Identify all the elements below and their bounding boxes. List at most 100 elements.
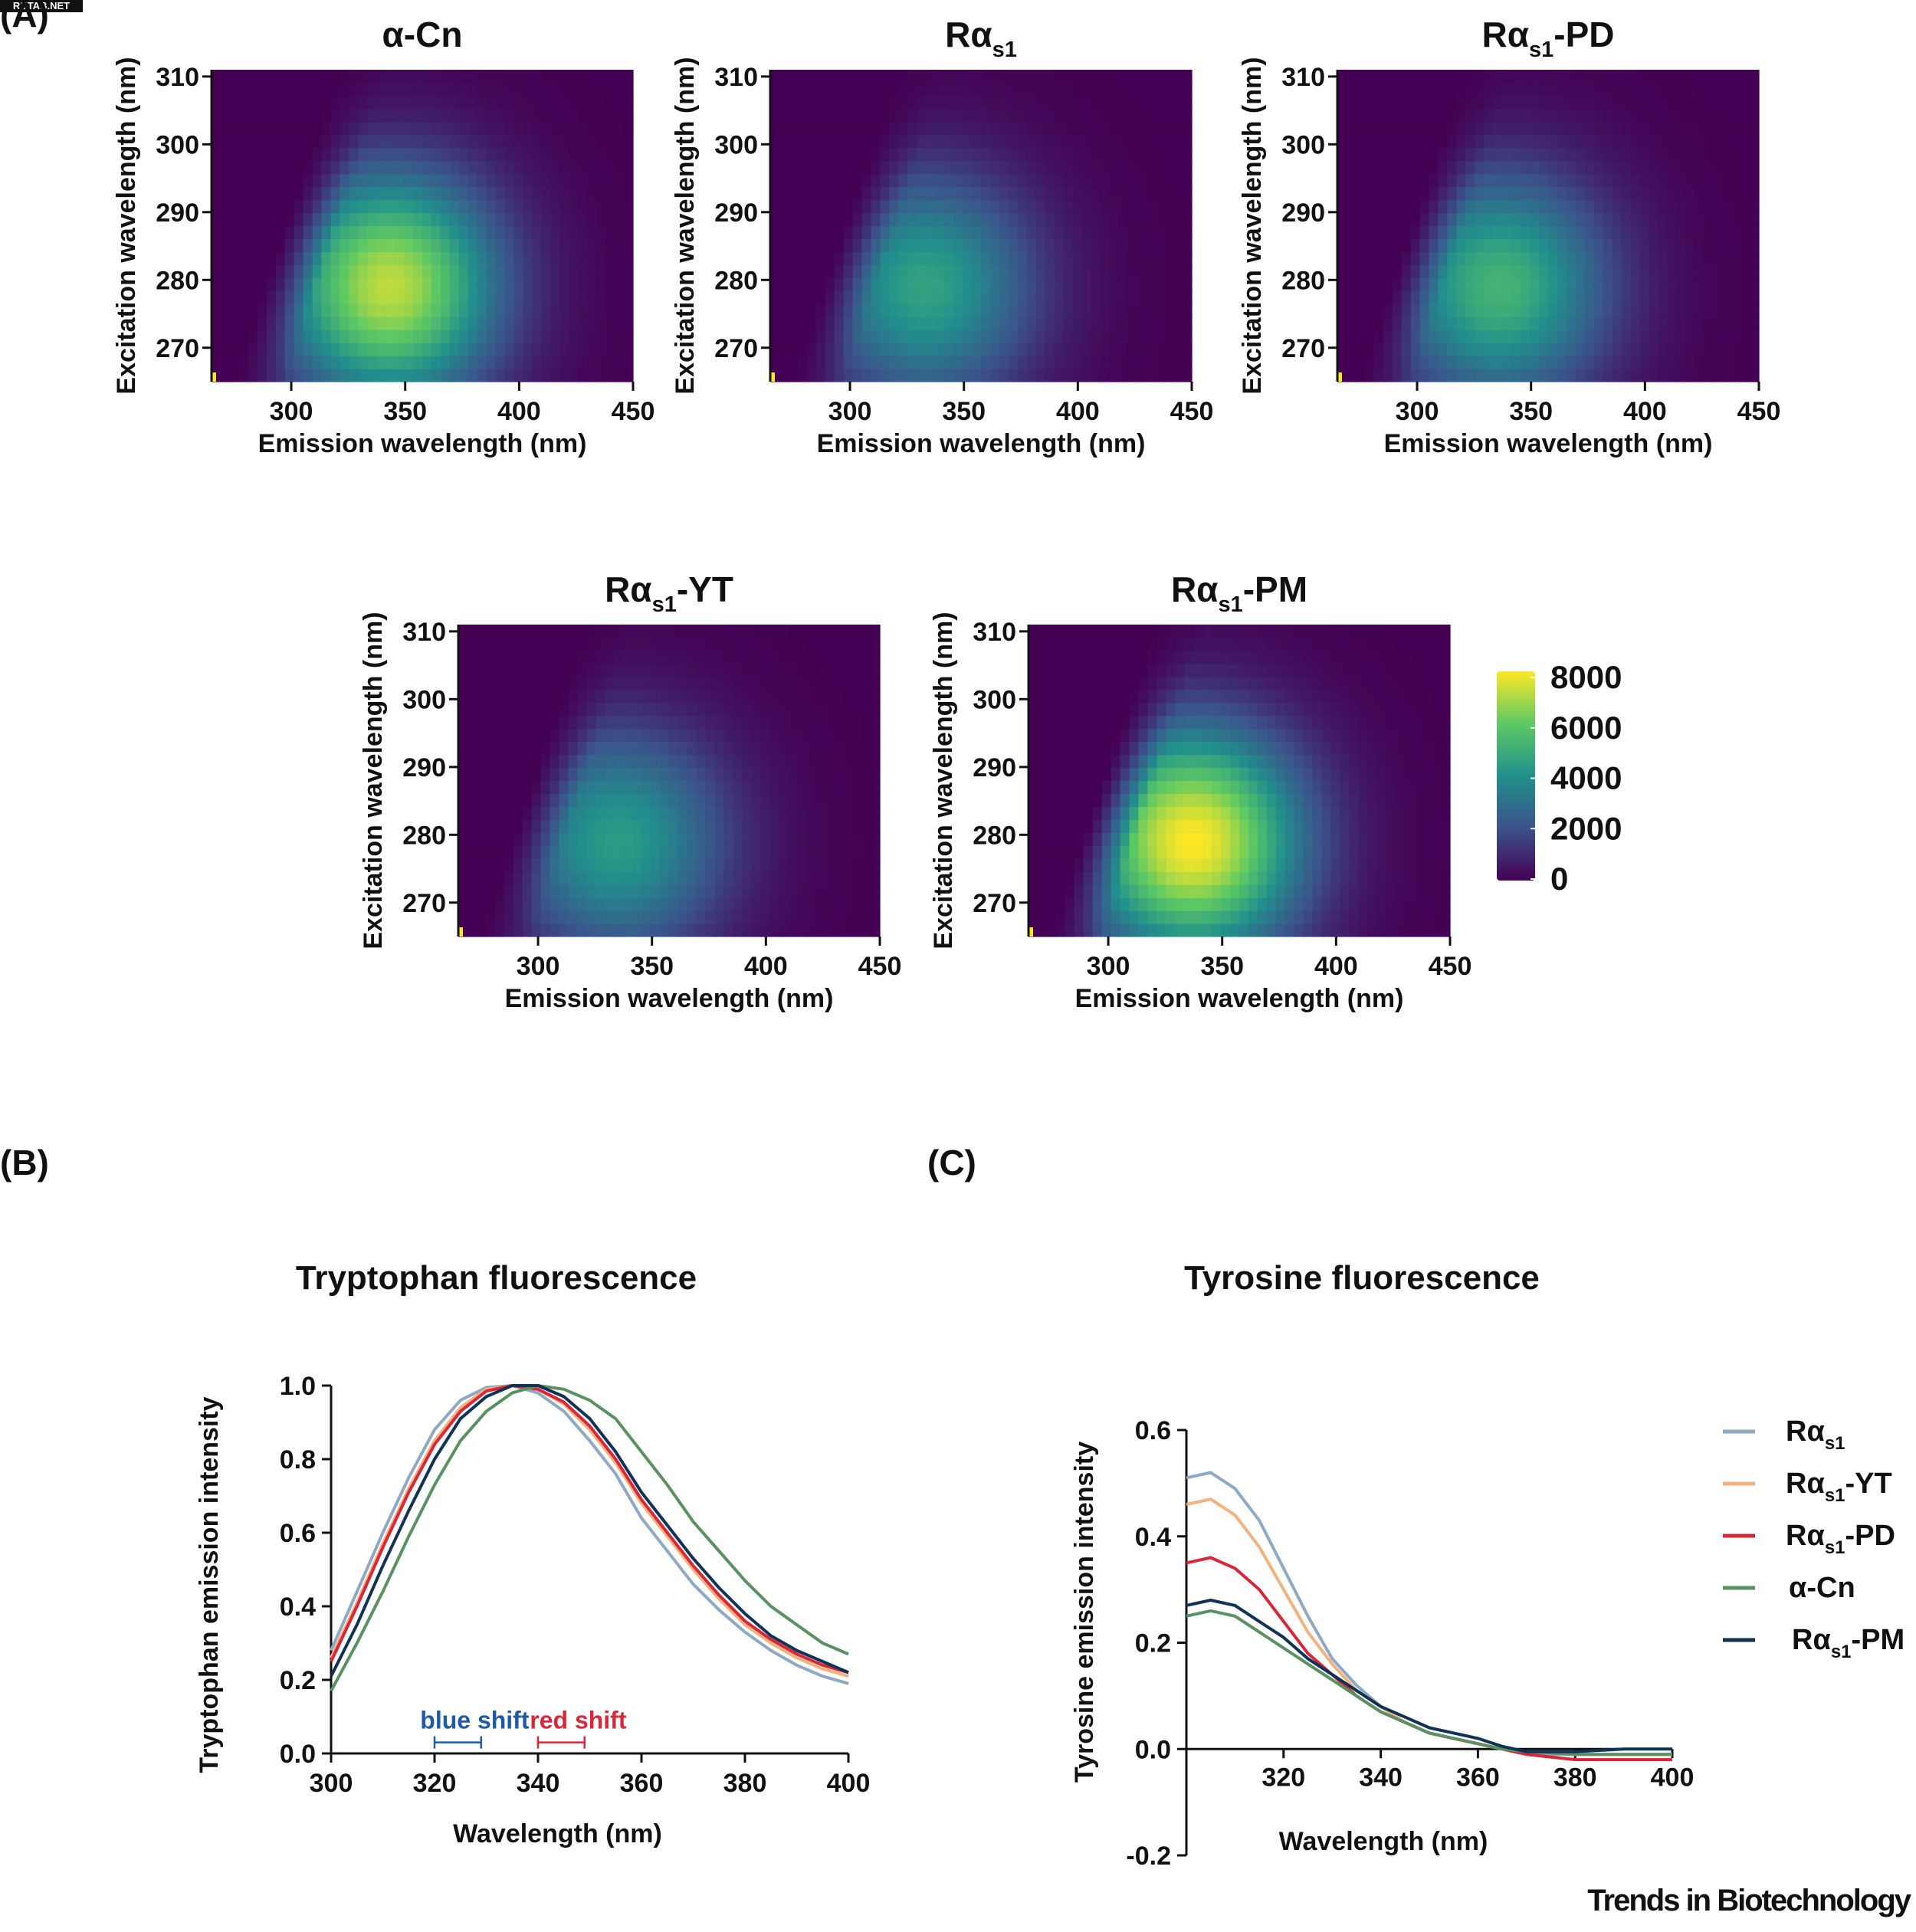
heatmap-cell	[1035, 160, 1046, 175]
heatmap-cell	[917, 147, 927, 162]
heatmap-cell	[1166, 897, 1176, 911]
heatmap-cell	[723, 923, 734, 937]
heatmap-cell	[834, 910, 844, 924]
heatmap-cell	[577, 728, 587, 743]
heatmap-cell	[376, 134, 386, 149]
heatmap-cell	[843, 923, 853, 937]
heatmap-cell	[385, 160, 395, 175]
heatmap-cell	[834, 186, 845, 201]
heatmap-cell	[815, 884, 825, 898]
heatmap-cell	[1147, 884, 1157, 898]
heatmap-cell	[477, 290, 487, 304]
heatmap-cell	[395, 356, 405, 369]
heatmap-cell	[1603, 82, 1613, 97]
heatmap-cell	[522, 663, 533, 677]
heatmap-cell	[340, 70, 349, 84]
heatmap-cell	[1465, 330, 1475, 343]
heatmap-cell	[641, 741, 651, 756]
heatmap-cell	[477, 173, 487, 188]
heatmap-cell	[1146, 264, 1156, 278]
heatmap-cell	[769, 715, 780, 730]
heatmap-cell	[871, 277, 881, 291]
heatmap-cell	[1266, 871, 1277, 885]
heatmap-cell	[1593, 95, 1604, 110]
heatmap-cell	[550, 251, 560, 265]
heatmap-cell	[815, 625, 825, 638]
heatmap-cell	[477, 356, 487, 369]
heatmap-cell	[1676, 82, 1686, 97]
heatmap-cell	[788, 676, 798, 690]
heatmap-cell	[1584, 160, 1595, 175]
heatmap-cell	[476, 832, 487, 846]
heatmap-cell	[330, 251, 340, 265]
heatmap-cell	[513, 369, 524, 382]
heatmap-cell	[467, 676, 477, 690]
heatmap-cell	[1127, 251, 1137, 265]
heatmap-cell	[615, 238, 625, 253]
heatmap-cell	[797, 676, 807, 690]
heatmap-cell	[1184, 884, 1194, 898]
heatmap-cell	[550, 317, 560, 330]
heatmap-cell	[1575, 173, 1586, 188]
heatmap-cell	[1065, 897, 1075, 911]
heatmap-cell	[660, 702, 670, 717]
heatmap-cell	[284, 356, 295, 369]
heatmap-cell	[880, 160, 891, 175]
heatmap-cell	[871, 884, 881, 898]
heatmap-cell	[1155, 70, 1165, 84]
heatmap-cell	[238, 356, 249, 369]
heatmap-cell	[449, 251, 460, 265]
heatmap-cell	[1603, 369, 1613, 382]
heatmap-cell	[769, 676, 780, 690]
heatmap-cell	[1419, 251, 1430, 265]
heatmap-cell	[1035, 95, 1046, 110]
heatmap-cell	[1649, 290, 1659, 304]
heatmap-cell	[1127, 186, 1137, 201]
heatmap-cell	[485, 676, 496, 690]
heatmap-cell	[522, 832, 533, 846]
heatmap-cell	[1392, 369, 1403, 382]
heatmap-cell	[303, 82, 313, 97]
heatmap-cell	[495, 147, 506, 162]
heatmap-cell	[523, 343, 533, 356]
heatmap-cell	[1667, 238, 1677, 253]
heatmap-cell	[229, 277, 240, 291]
heatmap-cell	[1212, 897, 1222, 911]
heatmap-cell	[494, 702, 505, 717]
heatmap-cell	[1349, 910, 1360, 924]
heatmap-cell	[861, 819, 871, 833]
heatmap-cell	[1029, 819, 1038, 833]
heatmap-cell	[834, 330, 845, 343]
heatmap-cell	[1475, 264, 1485, 278]
heatmap-cell	[1493, 199, 1503, 214]
heatmap-cell	[275, 238, 286, 253]
heatmap-cell	[1612, 82, 1622, 97]
heatmap-cell	[1138, 897, 1149, 911]
heatmap-cell	[1521, 147, 1531, 162]
heatmap-cell	[815, 806, 825, 820]
heatmap-cell	[1447, 121, 1458, 136]
heatmap-cell	[1566, 290, 1576, 304]
heatmap-cell	[1410, 108, 1421, 123]
heatmap-cell	[248, 82, 258, 97]
heatmap-cell	[1639, 343, 1650, 356]
heatmap-cell	[395, 277, 405, 291]
heatmap-cell	[1566, 199, 1576, 214]
heatmap-cell	[779, 238, 789, 253]
heatmap-cell	[1045, 356, 1055, 369]
heatmap-cell	[614, 728, 624, 743]
heatmap-cell	[1164, 199, 1174, 214]
heatmap-cell	[569, 369, 579, 382]
heatmap-cell	[1658, 330, 1668, 343]
heatmap-cell	[641, 832, 651, 846]
heatmap-cell	[1100, 147, 1110, 162]
heatmap-cell	[1063, 238, 1074, 253]
heatmap-cell	[953, 147, 963, 162]
heatmap-cell	[1713, 147, 1723, 162]
heatmap-cell	[1401, 264, 1412, 278]
heatmap-cell	[550, 70, 560, 84]
heatmap-cell	[1072, 173, 1083, 188]
heatmap-cell	[1649, 251, 1659, 265]
heatmap-cell	[312, 330, 323, 343]
heatmap-cell	[330, 317, 340, 330]
